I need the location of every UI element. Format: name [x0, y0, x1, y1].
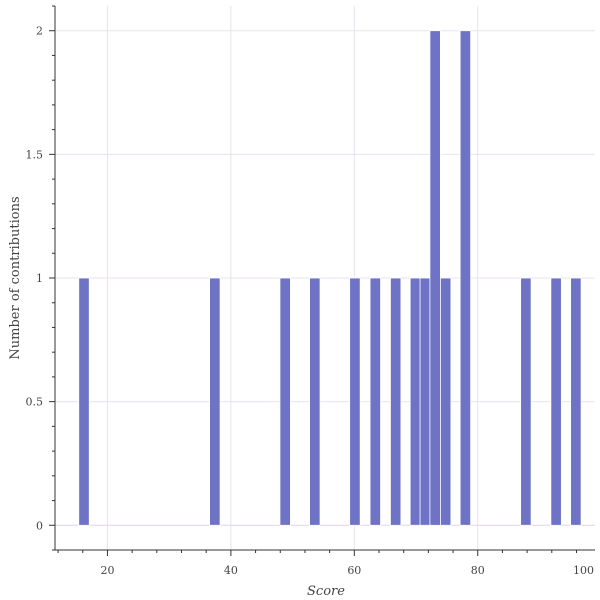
histogram-bar-9	[429, 30, 441, 526]
bars-layer	[78, 30, 582, 526]
histogram-bar-13	[550, 277, 562, 526]
y-tick-label-4: 2	[36, 25, 43, 38]
x-tick-label-1: 40	[224, 564, 238, 577]
histogram-bar-1	[209, 277, 221, 526]
x-tick-label-4: 100	[573, 564, 594, 577]
x-axis-title: Score	[307, 584, 345, 599]
histogram-bar-0	[78, 277, 90, 526]
axes-layer: 20 40 60 80 100 0 0.5 1 1.5 2	[26, 5, 595, 577]
histogram-bar-5	[369, 277, 381, 526]
histogram-bar-7	[409, 277, 422, 526]
y-tick-label-2: 1	[36, 272, 43, 285]
histogram-bar-2	[279, 277, 291, 526]
histogram-bar-8	[419, 277, 431, 526]
y-tick-label-3: 1.5	[26, 148, 44, 161]
histogram-bar-4	[349, 277, 361, 526]
x-tick-label-3: 80	[471, 564, 485, 577]
y-tick-label-0: 0	[36, 519, 43, 532]
histogram-bar-6	[390, 277, 402, 526]
histogram-bar-14	[570, 277, 582, 526]
y-tick-label-1: 0.5	[26, 396, 44, 409]
histogram-bar-3	[309, 277, 321, 526]
grid-layer	[55, 6, 595, 550]
y-axis-title: Number of contributions	[8, 196, 23, 359]
histogram-bar-11	[459, 30, 472, 526]
x-tick-label-0: 20	[100, 564, 114, 577]
histogram-bar-12	[520, 277, 532, 526]
x-tick-label-2: 60	[347, 564, 361, 577]
histogram-bar-10	[440, 277, 452, 526]
